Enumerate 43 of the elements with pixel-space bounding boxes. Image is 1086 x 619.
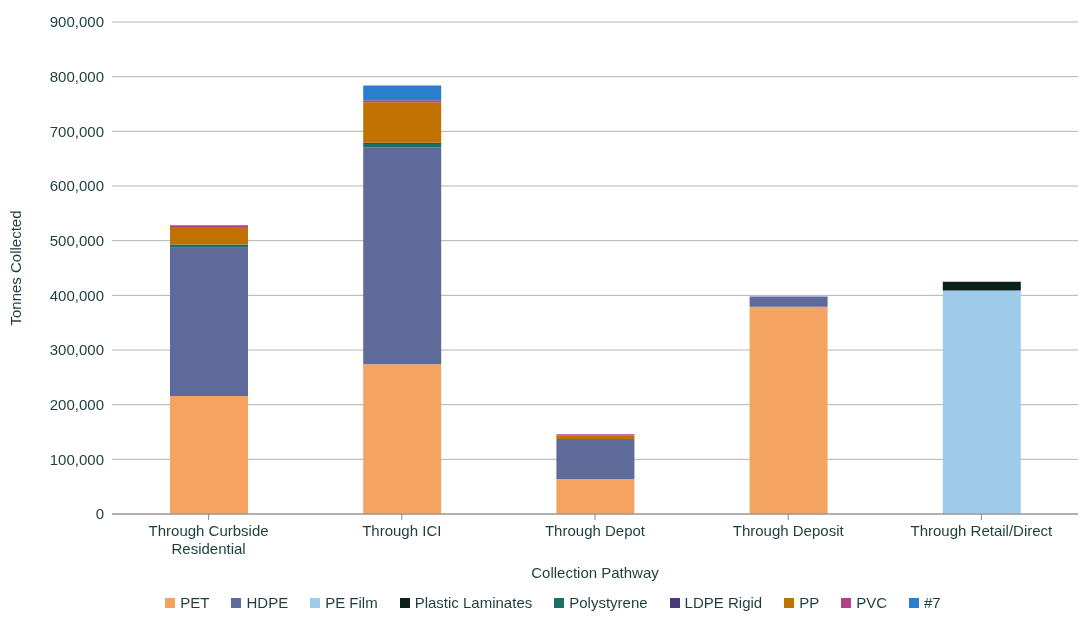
legend-label: LDPE Rigid xyxy=(683,594,763,611)
bar xyxy=(363,100,442,103)
legend-label: Polystyrene xyxy=(568,594,648,611)
y-tick-label: 600,000 xyxy=(49,177,104,195)
legend-label: Plastic Laminates xyxy=(413,594,533,611)
bar xyxy=(942,290,1021,514)
legend-label: HDPE xyxy=(245,594,289,611)
x-tick-label: Through Curbside Residential xyxy=(148,522,269,557)
legend-label: PP xyxy=(798,594,820,611)
bar xyxy=(170,227,248,245)
x-tick-label: Through Deposit xyxy=(732,522,845,539)
bar xyxy=(170,247,248,396)
y-axis-title: Tonnes Collected xyxy=(7,210,25,326)
y-tick-label: 700,000 xyxy=(49,122,104,140)
bar xyxy=(749,306,828,514)
bar xyxy=(556,435,635,440)
legend-label: PVC xyxy=(855,594,888,611)
y-tick-label: 800,000 xyxy=(49,67,104,85)
x-axis-title: Collection Pathway xyxy=(531,564,660,581)
bar xyxy=(363,147,442,365)
bar xyxy=(363,102,442,143)
x-tick-label: Through Depot xyxy=(544,522,646,539)
legend-label: PET xyxy=(179,594,210,611)
bar xyxy=(170,395,248,514)
bar xyxy=(749,296,828,307)
legend-label: PE Film xyxy=(324,594,378,611)
bar xyxy=(170,244,248,248)
bar xyxy=(942,281,1021,291)
x-tick-label: Through ICI xyxy=(362,522,442,539)
y-tick-label: 300,000 xyxy=(49,341,104,359)
y-tick-label: 900,000 xyxy=(49,13,104,31)
legend-label: #7 xyxy=(923,594,941,611)
x-tick-label: Through Retail/Direct xyxy=(910,522,1054,539)
bar xyxy=(363,364,442,514)
y-tick-label: 400,000 xyxy=(49,286,104,304)
y-tick-label: 200,000 xyxy=(49,395,104,413)
bar xyxy=(363,143,442,148)
bar xyxy=(363,85,442,101)
y-tick-label: 100,000 xyxy=(49,450,104,468)
y-tick-label: 500,000 xyxy=(49,231,104,249)
y-tick-label: 0 xyxy=(95,505,104,523)
bar xyxy=(556,479,635,514)
bar xyxy=(556,439,635,480)
